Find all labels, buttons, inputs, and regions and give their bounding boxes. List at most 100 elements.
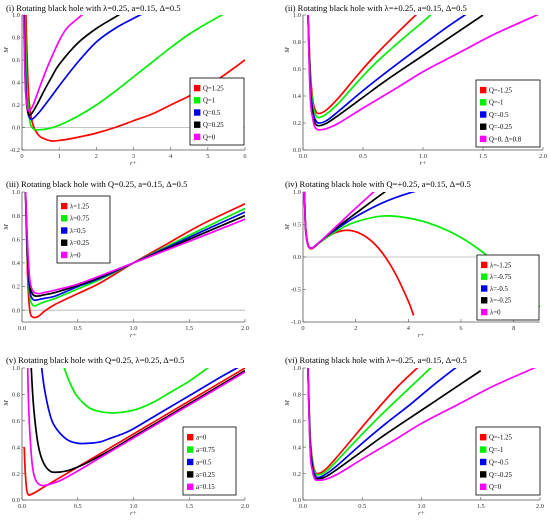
chart-panel-4: (iv) Rotating black hole with Q=+0.25, a… — [284, 179, 540, 339]
chart-title: (iii) Rotating black hole with Q=0.25, a… — [6, 179, 187, 189]
x-axis-label: r+ — [130, 160, 137, 167]
y-tick-label: 0.6 — [12, 57, 20, 64]
y-tick-label: 1.0 — [293, 365, 301, 372]
x-tick-label: 8 — [512, 325, 515, 332]
chart-title: (ii) Rotating black hole with λ=+0.25, a… — [285, 3, 467, 13]
series-line-1 — [25, 15, 245, 142]
y-tick-label: -1.0 — [291, 319, 301, 326]
y-tick-label: 0.6 — [293, 418, 301, 425]
chart-title: (iv) Rotating black hole with Q=+0.25, a… — [285, 179, 471, 189]
y-tick-label: 1.0 — [12, 12, 20, 19]
series-group — [307, 368, 537, 482]
legend-label: λ=-0.75 — [490, 274, 512, 281]
series-line-5 — [26, 368, 245, 487]
x-tick-label: 1.0 — [130, 325, 138, 332]
legend-swatch — [480, 446, 487, 453]
legend-swatch — [480, 111, 487, 118]
legend-swatch — [481, 297, 488, 304]
series-line-1 — [303, 192, 415, 316]
legend-swatch — [194, 121, 201, 128]
series-line-5 — [307, 368, 537, 482]
y-tick-label: 0.2 — [12, 471, 20, 478]
chart-title: (i) Rotating black hole with λ=0.25, a=0… — [6, 3, 181, 13]
x-tick-label: 3 — [132, 153, 135, 160]
y-tick-label: 1.0 — [293, 12, 301, 19]
legend-swatch — [480, 135, 487, 143]
x-tick-label: 0.0 — [299, 503, 307, 510]
y-tick-label: 0.0 — [293, 147, 301, 154]
x-tick-label: 2.0 — [539, 153, 547, 160]
legend-label: λ=0 — [70, 252, 81, 259]
legend-label: Q=-0.5 — [489, 459, 509, 466]
legend-box — [475, 426, 541, 496]
legend-label: λ=0.75 — [70, 216, 90, 223]
legend-label: a=0.25 — [196, 472, 215, 479]
series-line-2 — [307, 15, 432, 119]
legend-swatch — [187, 483, 194, 490]
legend-swatch — [194, 133, 201, 141]
x-tick-label: 1.0 — [130, 503, 138, 510]
x-tick-label: 2 — [354, 325, 357, 332]
y-tick-label: 0.0 — [12, 497, 20, 504]
x-tick-label: 1.5 — [185, 503, 193, 510]
x-tick-label: 4 — [169, 153, 173, 160]
x-axis-label: r+ — [418, 332, 425, 339]
x-tick-label: 0 — [301, 325, 304, 332]
y-tick-label: 0.0 — [12, 307, 20, 314]
y-tick-label: 1.0 — [12, 365, 20, 372]
legend-swatch — [187, 471, 194, 478]
x-tick-label: 2.0 — [241, 503, 249, 510]
legend-label: Q=-0.5 — [489, 112, 509, 119]
legend-label: Q=-1 — [489, 100, 503, 107]
legend-label: λ=-0.5 — [490, 286, 508, 293]
series-line-4 — [30, 368, 245, 474]
y-axis-label: M — [284, 400, 291, 407]
x-axis-label: r+ — [419, 160, 426, 167]
y-tick-label: 0.0 — [12, 125, 20, 132]
legend-swatch — [61, 239, 68, 246]
series-line-3 — [307, 15, 467, 124]
legend-label: Q=-1 — [489, 447, 503, 454]
legend-label: Q=1 — [203, 98, 215, 105]
chart-panel-3: (iii) Rotating black hole with Q=0.25, a… — [3, 179, 249, 339]
x-tick-label: 0 — [20, 153, 23, 160]
legend-swatch — [480, 483, 487, 490]
x-tick-label: 0.0 — [18, 325, 26, 332]
y-tick-label: 0.4 — [12, 260, 21, 267]
x-tick-label: 5 — [206, 153, 209, 160]
y-tick-label: 0.2 — [12, 102, 20, 109]
legend-swatch — [187, 434, 194, 441]
legend-swatch — [194, 84, 201, 92]
legend-swatch — [61, 251, 68, 259]
x-tick-label: 1 — [58, 153, 61, 160]
y-axis-label: M — [3, 224, 10, 231]
series-line-2 — [24, 192, 245, 307]
legend-label: Q=-0.25 — [489, 472, 513, 479]
legend-swatch — [480, 86, 487, 94]
x-tick-label: 2.0 — [536, 503, 544, 510]
series-line-4 — [23, 15, 121, 117]
legend: λ=-1.25 λ=-0.75 λ=-0.5 λ=-0.25 λ=0 — [476, 254, 540, 321]
legend-label: λ=0.25 — [70, 240, 90, 247]
legend-swatch — [481, 285, 488, 292]
y-tick-label: 0.6 — [293, 66, 301, 73]
chart-panel-2: (ii) Rotating black hole with λ=+0.25, a… — [284, 3, 547, 167]
legend-swatch — [61, 215, 68, 222]
y-axis-label: M — [284, 224, 291, 231]
x-tick-label: 2.0 — [241, 325, 249, 332]
legend-swatch — [480, 434, 487, 441]
legend: λ=1.25 λ=0.75 λ=0.5 λ=0.25 λ=0 — [56, 195, 111, 264]
legend: Q=-1.25 Q=-1 Q=-0.5 Q=-0.25 Q=0, Δ=0.8 — [475, 79, 541, 148]
x-axis-label: r+ — [130, 332, 137, 339]
series-line-3 — [40, 368, 239, 445]
legend-swatch — [480, 471, 487, 478]
y-tick-label: 0.2 — [293, 471, 301, 478]
series-line-1 — [23, 368, 245, 496]
series-line-2 — [24, 15, 224, 131]
legend-label: λ=1.25 — [70, 204, 90, 211]
y-tick-label: 1.0 — [293, 189, 301, 196]
x-tick-label: 1.5 — [477, 503, 485, 510]
y-tick-label: 0.8 — [12, 392, 20, 399]
legend-label: a=0.75 — [196, 447, 215, 454]
legend: a=0 a=0.75 a=0.5 a=0.25 a=0.15 — [182, 426, 237, 496]
